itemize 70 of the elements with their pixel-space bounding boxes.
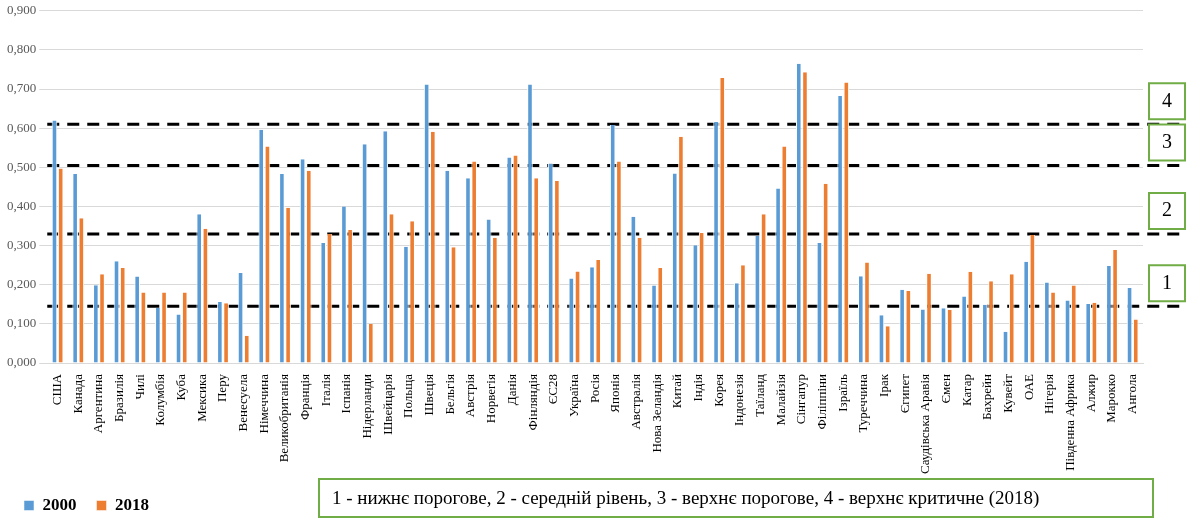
legend-label: 2018 [115, 494, 149, 514]
legend-label: 2000 [42, 494, 77, 514]
x-tick-label: Кувейт [1000, 373, 1016, 413]
x-tick-label: Великобританія [276, 374, 292, 463]
y-tick-label: 0,600 [7, 119, 37, 135]
x-tick-label: Бразилія [111, 374, 127, 422]
x-tick-label: Ангола [1124, 373, 1140, 414]
x-tick-label: Малайзія [772, 374, 788, 426]
x-tick-label: Катар [958, 374, 974, 407]
text: 1 - нижнє порогове, 2 - середній рівень, 3 - верхнє порогове, 4 - верхнє критичне (2018) [318, 478, 1154, 518]
x-tick-label: Австралія [627, 374, 643, 430]
x-tick-label: Нігерія [1041, 374, 1057, 415]
x-tick-label: Індія [689, 374, 705, 402]
x-tick-label: Фінляндія [524, 374, 540, 431]
x-tick-label: Ізраїль [834, 373, 850, 412]
annotation: 3 [1162, 129, 1172, 152]
x-tick-label: Китай [669, 373, 685, 409]
x-tick-label: Венесуела [235, 373, 251, 432]
x-tick-label: Японія [607, 374, 623, 413]
x-tick-label: Австрія [462, 374, 478, 418]
x-tick-label: Данія [503, 374, 519, 406]
x-tick-label: Бельгія [441, 374, 457, 415]
x-tick-label: Південна Африка [1062, 373, 1078, 471]
x-tick-label: Єгипет [896, 373, 912, 414]
x-tick-label: Бахрейн [979, 373, 995, 420]
x-tick-label: Перу [214, 373, 230, 403]
annotation: 1 [1162, 270, 1172, 293]
x-tick-label: Чилі [131, 373, 147, 400]
y-tick-label: 0,400 [7, 197, 37, 213]
x-tick-label: Мексика [193, 373, 209, 422]
y-tick-label: 0,900 [7, 2, 37, 18]
x-tick-label: Колумбія [152, 374, 168, 426]
y-tick-label: 0,800 [7, 41, 37, 57]
x-tick-label: Саудівська Аравія [917, 374, 933, 475]
x-tick-label: Ємен [938, 373, 954, 404]
x-tick-label: Україна [565, 373, 581, 418]
x-tick-label: Сінгапур [793, 374, 809, 425]
x-tick-label: Швейцарія [379, 374, 395, 435]
x-tick-label: Канада [69, 373, 85, 414]
y-tick-label: 0,500 [7, 158, 37, 174]
x-tick-label: Норвегія [483, 374, 499, 424]
x-tick-label: Польща [400, 373, 416, 418]
x-tick-label: Франція [297, 374, 313, 421]
x-tick-label: ОАЕ [1020, 373, 1036, 401]
x-tick-label: Ірак [875, 373, 891, 397]
x-tick-label: Куба [173, 373, 189, 401]
y-tick-label: 0,100 [7, 315, 37, 331]
x-tick-label: Аргентина [90, 373, 106, 434]
x-tick-label: Німеччина [255, 373, 271, 434]
x-tick-label: Філіппіни [813, 373, 829, 430]
x-tick-label: Алжир [1082, 374, 1098, 413]
annotation: 2 [1162, 198, 1172, 221]
x-tick-label: Корея [710, 374, 726, 407]
annotation: 4 [1162, 88, 1172, 111]
x-tick-label: США [49, 373, 65, 406]
x-tick-label: Нова Зеландія [648, 374, 664, 453]
x-tick-label: Туреччина [855, 373, 871, 433]
y-tick-label: 0,300 [7, 237, 37, 253]
x-tick-label: Італія [317, 374, 333, 407]
x-tick-label: Швеція [421, 374, 437, 416]
x-tick-label: Росія [586, 374, 602, 404]
y-tick-label: 0,000 [7, 354, 37, 370]
x-tick-label: ЄС28 [545, 374, 561, 405]
x-tick-label: Індонезія [731, 374, 747, 427]
x-tick-label: Іспанія [338, 374, 354, 414]
y-tick-label: 0,200 [7, 276, 37, 292]
x-tick-label: Марокко [1103, 374, 1119, 423]
x-tick-label: Нідерланди [359, 373, 375, 439]
x-tick-label: Таїланд [751, 373, 767, 417]
y-tick-label: 0,700 [7, 80, 37, 96]
